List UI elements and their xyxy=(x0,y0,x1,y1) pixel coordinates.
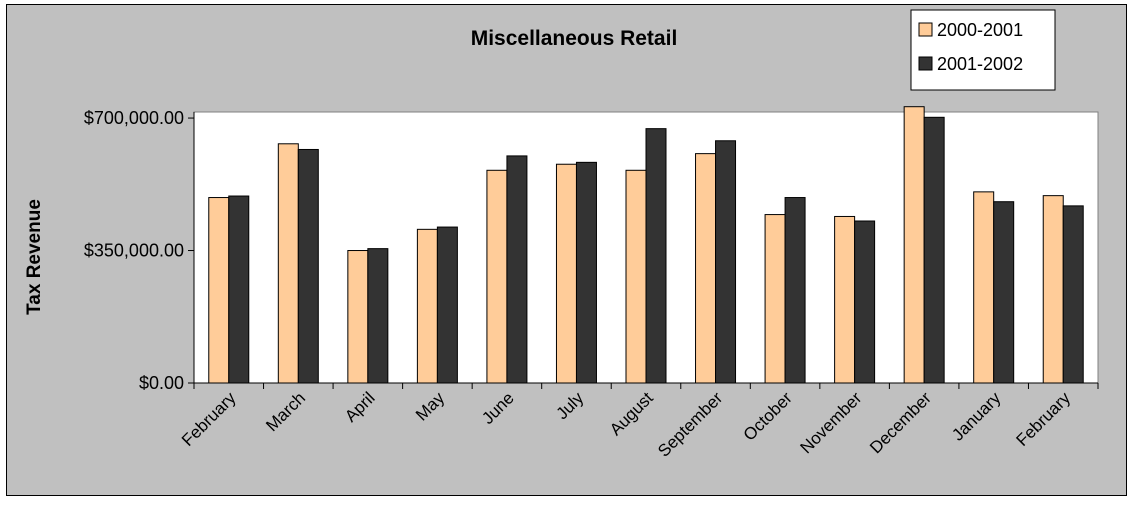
x-category-label: December xyxy=(866,388,935,457)
bar-2001-2002 xyxy=(715,140,737,384)
bar-2001-2002 xyxy=(784,197,806,384)
bar-2000-2001 xyxy=(347,250,369,384)
bar-2001-2002 xyxy=(436,226,458,384)
legend-box xyxy=(910,9,1056,91)
chart-title: Miscellaneous Retail xyxy=(471,27,678,50)
bar-2000-2001 xyxy=(834,215,856,384)
bar-2001-2002 xyxy=(993,201,1015,384)
x-category-label: June xyxy=(478,388,518,428)
legend-label: 2000-2001 xyxy=(937,20,1023,40)
bar-2001-2002 xyxy=(854,220,876,384)
x-category-label: April xyxy=(341,388,378,425)
bar-2001-2002 xyxy=(575,161,597,384)
bar-2000-2001 xyxy=(208,197,230,384)
bar-2000-2001 xyxy=(625,169,647,384)
bar-2000-2001 xyxy=(764,214,786,384)
bar-2000-2001 xyxy=(695,153,717,384)
bar-2000-2001 xyxy=(555,163,577,384)
bar-2000-2001 xyxy=(416,228,438,384)
x-category-label: February xyxy=(1013,388,1075,450)
x-category-label: July xyxy=(552,388,587,423)
bar-2000-2001 xyxy=(277,143,299,384)
x-category-label: August xyxy=(606,388,657,439)
bar-2001-2002 xyxy=(1062,205,1084,384)
x-category-label: May xyxy=(412,388,448,424)
bar-2001-2002 xyxy=(923,116,945,384)
bar-2001-2002 xyxy=(645,128,667,384)
x-category-label: November xyxy=(797,388,866,457)
legend-swatch xyxy=(918,56,933,71)
legend-swatch xyxy=(918,22,933,37)
bar-2001-2002 xyxy=(506,155,528,384)
bar-2000-2001 xyxy=(1042,195,1064,384)
legend-label: 2001-2002 xyxy=(937,54,1023,74)
bar-2000-2001 xyxy=(903,106,925,384)
x-category-label: January xyxy=(948,388,1005,445)
bar-2001-2002 xyxy=(297,148,319,384)
y-tick-label: $350,000.00 xyxy=(84,241,184,261)
legend: 2000-2001 2001-2002 xyxy=(910,9,1056,91)
bar-2000-2001 xyxy=(486,169,508,384)
y-tick-label: $0.00 xyxy=(139,373,184,393)
x-category-label: February xyxy=(178,388,240,450)
x-category-label: March xyxy=(262,388,309,435)
x-category-label: October xyxy=(740,388,796,444)
bar-2001-2002 xyxy=(228,195,250,384)
bar-2000-2001 xyxy=(973,191,995,384)
x-category-label: September xyxy=(654,388,726,460)
y-tick-label: $700,000.00 xyxy=(84,108,184,128)
bar-2001-2002 xyxy=(367,248,389,384)
y-axis-label: Tax Revenue xyxy=(24,199,45,315)
